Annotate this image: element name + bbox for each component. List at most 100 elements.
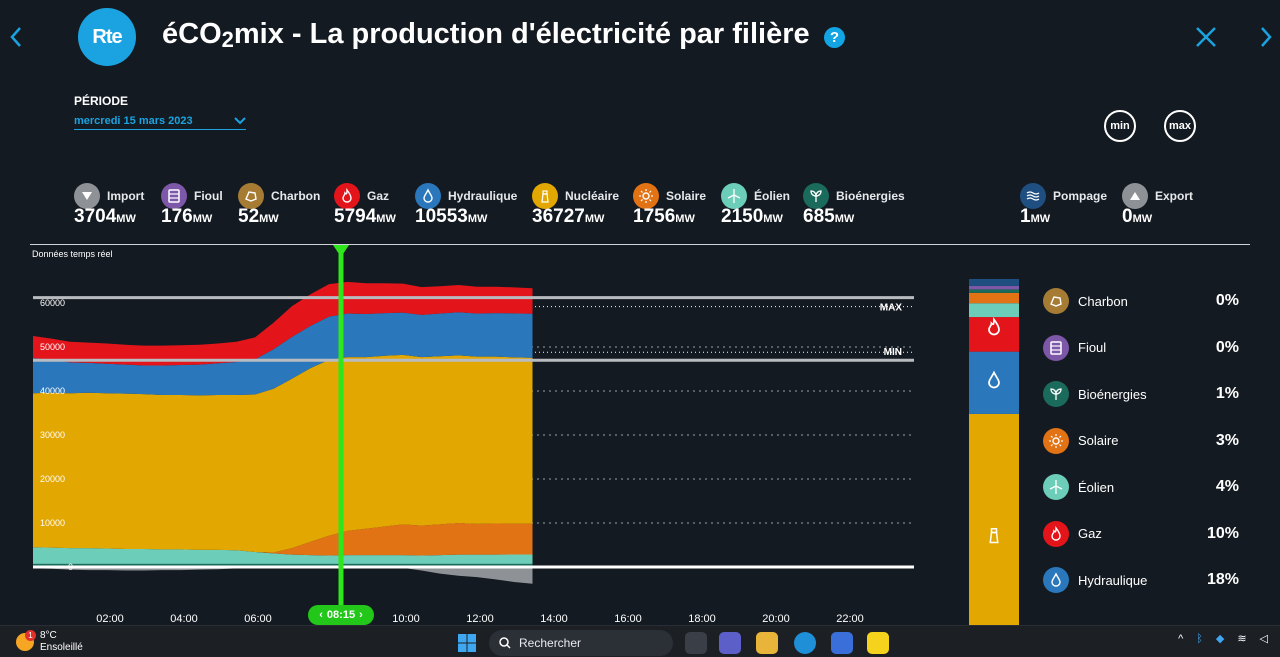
weather-condition: Ensoleillé [40, 642, 83, 653]
legend-item-gaz[interactable]: Gaz 10% [1043, 519, 1239, 549]
mix-stacked-bar[interactable] [969, 279, 1019, 625]
fioul-icon [1043, 334, 1069, 361]
source-hydraulique[interactable]: Hydraulique 10553MW [415, 183, 517, 228]
source-gaz[interactable]: Gaz 5794MW [334, 183, 396, 228]
previous-arrow-icon[interactable] [4, 22, 28, 52]
source-charbon[interactable]: Charbon 52MW [238, 183, 320, 228]
bar-segment-fioul [969, 285, 1019, 290]
edge-browser-icon[interactable] [794, 632, 816, 654]
current-time: 08:15 [326, 609, 356, 621]
close-icon[interactable] [1194, 25, 1218, 49]
next-arrow-icon[interactable] [1254, 22, 1278, 52]
y-tick-label: 10000 [40, 518, 65, 528]
legend-item-charbon[interactable]: Charbon 0% [1043, 286, 1239, 316]
windows-start-icon[interactable] [458, 634, 476, 652]
chevron-up-icon[interactable]: ^ [1178, 632, 1184, 645]
rte-logo[interactable]: Rte [78, 8, 136, 66]
source-value: 176MW [161, 206, 213, 227]
y-tick-label: 0 [68, 562, 73, 572]
legend-percent: 1% [1215, 385, 1239, 402]
bioenergies-icon [803, 183, 829, 209]
legend-percent: 4% [1215, 478, 1239, 495]
logo-text: Rte [92, 25, 122, 48]
x-tick-label: 10:00 [392, 613, 420, 625]
min-label: MIN [884, 347, 902, 358]
export-icon [1122, 183, 1148, 209]
source-export[interactable]: Export 0MW [1122, 183, 1193, 228]
source-value: 36727MW [532, 206, 605, 227]
source-pompage[interactable]: Pompage 1MW [1020, 183, 1107, 228]
source-name: Import [107, 189, 145, 203]
search-placeholder: Rechercher [519, 636, 582, 650]
legend-name: Gaz [1078, 526, 1102, 541]
legend-percent: 10% [1206, 524, 1239, 542]
solaire-icon [1043, 427, 1069, 454]
legend-percent: 0% [1215, 338, 1239, 356]
source-eolien[interactable]: Éolien 2150MW [721, 183, 790, 228]
source-name: Pompage [1053, 189, 1108, 203]
time-cursor-handle[interactable]: ‹ 08:15 › [308, 605, 374, 625]
help-icon[interactable]: ? [824, 27, 845, 48]
source-solaire[interactable]: Solaire 1756MW [633, 183, 706, 228]
eolien-icon [1043, 474, 1069, 500]
bioenergies-icon [1043, 381, 1069, 407]
production-chart[interactable]: MAX MIN 60000 50000 40000 30000 20000 10000 0 02:… [30, 245, 950, 625]
legend-item-fioul[interactable]: Fioul 0% [1043, 333, 1239, 363]
source-bioenergies[interactable]: Bioénergies 685MW [803, 183, 905, 228]
import-icon [74, 183, 100, 209]
source-value: 3704MW [74, 206, 136, 227]
task-view-icon[interactable] [685, 632, 707, 654]
bar-segment-pompage [969, 279, 1019, 286]
source-import[interactable]: Import 3704MW [74, 183, 144, 228]
source-fioul[interactable]: Fioul 176MW [161, 183, 223, 228]
chart-canvas[interactable]: MAX MIN 60000 50000 40000 30000 20000 10000 0 02:… [30, 245, 950, 625]
legend-name: Hydraulique [1078, 572, 1148, 588]
file-explorer-icon[interactable] [756, 632, 778, 654]
series-gaz [33, 281, 533, 366]
taskbar-search[interactable]: Rechercher [489, 630, 673, 656]
weather-widget[interactable]: 1 8°C Ensoleillé [16, 630, 83, 654]
store-icon[interactable] [831, 632, 853, 654]
notification-badge: 1 [25, 630, 36, 641]
legend-percent: 0% [1215, 292, 1239, 309]
teams-icon[interactable] [719, 632, 741, 654]
nucleaire-icon [532, 183, 558, 209]
series-éolien [33, 547, 533, 564]
fioul-icon [161, 183, 187, 209]
search-icon [499, 637, 511, 649]
wifi-icon[interactable]: ≋ [1237, 633, 1247, 645]
legend-item-bioenergies[interactable]: Bioénergies 1% [1043, 379, 1239, 409]
system-tray: ^ ᛒ ◆ ≋ ◁ [1178, 632, 1280, 646]
shield-icon[interactable]: ◆ [1215, 633, 1225, 645]
legend-item-eolien[interactable]: Éolien 4% [1043, 472, 1239, 502]
eolien-icon [721, 183, 747, 209]
header-divider [30, 244, 1250, 245]
min-button[interactable]: min [1104, 110, 1136, 142]
bluetooth-icon[interactable]: ᛒ [1196, 632, 1203, 645]
legend-name: Charbon [1078, 293, 1128, 309]
y-tick-label: 60000 [40, 298, 65, 308]
periode-label: PÉRIODE [74, 94, 129, 108]
legend-item-solaire[interactable]: Solaire 3% [1043, 426, 1239, 456]
chevron-right-icon: › [359, 609, 363, 621]
hydraulique-icon [415, 183, 441, 209]
x-tick-label: 12:00 [466, 613, 494, 625]
source-name: Charbon [271, 189, 321, 203]
max-button[interactable]: max [1164, 110, 1196, 142]
gaz-icon [334, 183, 360, 209]
source-name: Gaz [367, 189, 390, 203]
app-icon[interactable] [867, 632, 889, 654]
legend-item-hydraulique[interactable]: Hydraulique 18% [1043, 565, 1239, 595]
source-value: 10553MW [415, 206, 488, 227]
source-name: Éolien [754, 189, 791, 203]
source-nucleaire[interactable]: Nucléaire 36727MW [532, 183, 619, 228]
source-value: 685MW [803, 206, 855, 227]
volume-icon[interactable]: ◁ [1259, 633, 1268, 645]
series-solaire [33, 523, 533, 556]
hydraulique-icon [988, 370, 1000, 389]
source-value: 1756MW [633, 206, 695, 227]
periode-date-select[interactable]: mercredi 15 mars 2023 [74, 112, 246, 130]
windows-taskbar: 1 8°C Ensoleillé Rechercher ^ ᛒ ◆ ≋ ◁ [0, 625, 1280, 657]
legend-percent: 3% [1215, 431, 1239, 449]
y-tick-label: 30000 [40, 430, 65, 440]
